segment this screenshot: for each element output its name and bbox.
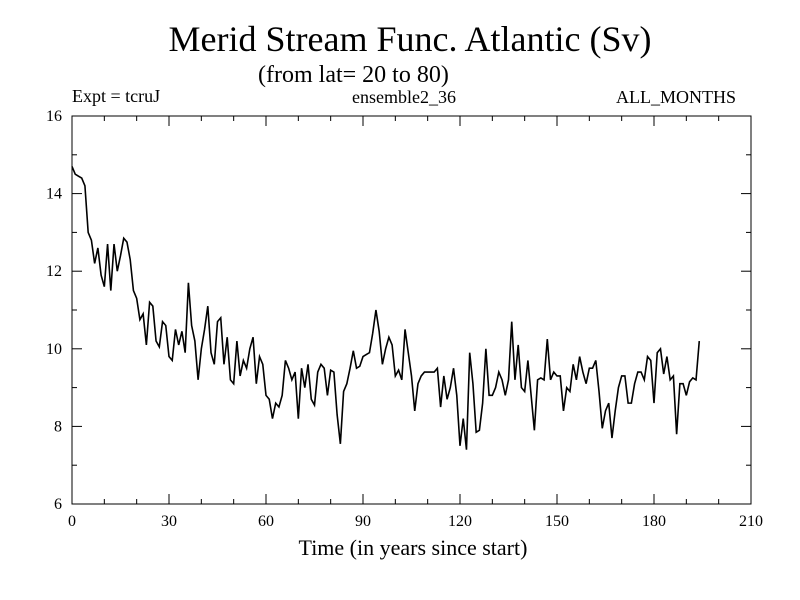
series-layer [71,166,701,450]
x-tick-label: 30 [161,513,177,530]
axis-ticks [71,115,752,505]
y-tick-label: 14 [46,186,62,203]
y-tick-label: 16 [46,108,62,125]
plot-frame [71,115,752,505]
y-tick-label: 10 [46,341,62,358]
y-tick-label: 8 [54,418,62,435]
ensemble-label: ensemble2_36 [352,87,456,107]
x-tick-label: 120 [448,513,472,530]
x-tick-label: 180 [642,513,666,530]
series-line [71,166,701,450]
x-axis-label: Time (in years since start) [298,535,528,560]
y-tick-label: 6 [54,496,62,513]
y-tick-label: 12 [46,263,62,280]
x-tick-label: 150 [545,513,569,530]
experiment-label: Expt = tcruJ [72,86,161,106]
chart-title: Merid Stream Func. Atlantic (Sv) [168,19,652,59]
x-tick-label: 90 [355,513,371,530]
months-label: ALL_MONTHS [616,87,736,107]
x-tick-label: 60 [258,513,274,530]
chart-subtitle: (from lat= 20 to 80) [258,62,449,88]
axis-tick-labels: 0 30 60 90 120 150 180 210 6 8 10 12 14 16 [46,108,763,530]
x-tick-label: 210 [739,513,763,530]
x-tick-label: 0 [68,513,76,530]
